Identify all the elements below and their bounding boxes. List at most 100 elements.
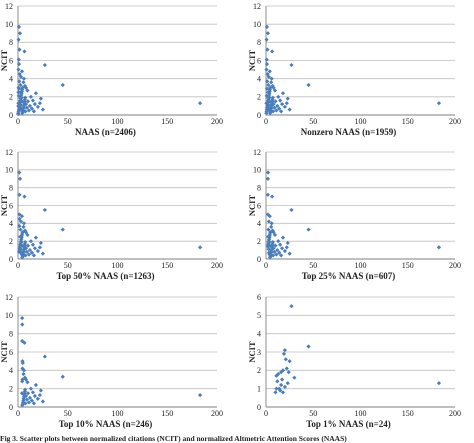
chart-5-data-point [30,390,36,395]
chart-4-data-point [270,239,275,245]
chart-4-x-axis-label: Top 25% NAAS (n=607) [302,271,396,281]
chart-5-data-point [20,322,25,327]
chart-1-xtick-label: 50 [64,117,72,126]
chart-1-data-point [22,97,27,102]
chart-4-xtick-label: 50 [309,261,317,270]
chart-4-ytick-label: 6 [257,201,261,210]
chart-1-data-point [16,109,21,114]
chart-6-ytick-label: 4 [257,329,261,338]
chart-5-data-point [21,398,26,403]
chart-1-data-point [37,101,42,106]
chart-5-data-point [31,401,37,406]
chart-3-data-point [32,246,38,251]
chart-2-ytick-label: 2 [257,93,261,102]
chart-6-data-point [279,370,284,375]
chart-2-data-point [269,106,274,111]
chart-2-ytick-label: 4 [257,74,261,83]
chart-2-data-point [278,98,283,103]
chart-1-data-point [21,102,27,108]
chart-5-data-point [24,397,30,402]
chart-1-data-point [22,83,28,89]
chart-5-data-point [19,391,25,396]
chart-4-data-point [272,232,278,238]
chart-6-xtick-label: 50 [309,409,317,418]
chart-6-data-point [287,359,292,364]
chart-4-data-point [284,245,289,250]
chart-2-data-point [269,102,274,108]
chart-4-xtick-label: 200 [449,261,461,270]
chart-6-x-axis-label: Top 1% NAAS (n=24) [306,419,391,429]
chart-4-data-point [275,247,280,253]
chart-1-data-point [23,95,28,100]
chart-2-ytick-label: 0 [257,111,261,120]
chart-2-data-point [265,31,270,36]
chart-3-ytick-label: 10 [5,166,13,175]
chart-1-data-point [22,99,27,104]
chart-6-data-point [276,371,281,377]
chart-5-data-point [42,354,47,359]
chart-6-data-point [280,390,286,395]
chart-2-data-point [270,95,275,100]
chart-3-y-axis-label: NCIT [0,195,9,217]
chart-4-data-point [266,247,271,252]
chart-1-xtick-label: 200 [211,117,223,126]
chart-5-xtick-label: 0 [16,409,20,418]
chart-5-data-point [38,388,43,393]
chart-2-data-point [264,37,269,42]
chart-2-data-point [264,86,270,91]
chart-2-data-point [269,76,274,81]
chart-1-data-point [23,85,29,90]
chart-4-data-point [270,194,275,199]
chart-6-data-point [278,388,283,393]
chart-2-data-point [264,93,269,99]
chart-6-ytick-label: 0 [257,403,261,412]
chart-3-data-point [35,248,40,254]
chart-3-xtick-label: 0 [16,261,20,270]
chart-1-data-point [26,108,32,113]
chart-4-data-point [274,252,279,257]
chart-5-data-point [22,389,27,394]
chart-6-data-point [286,370,291,375]
chart-2: 0 2 4 6 8 10 12 0 50 100 150 200 Nonzero NAAS (n=195… [247,2,461,137]
chart-1-data-point [18,82,23,88]
chart-2-data-point [274,108,279,113]
chart-4-data-point [282,248,287,254]
chart-5-y-axis-label: NCIT [0,341,9,363]
chart-6-data-point [274,386,279,391]
chart-5-data-point [21,394,27,400]
chart-3-data-point [28,239,34,244]
chart-4-data-point [436,245,442,250]
chart-4-data-point [272,249,277,254]
chart-5-data-point [27,395,33,400]
chart-2-data-point [285,96,290,101]
chart-3-xtick-label: 100 [112,261,124,270]
chart-1-ytick-label: 8 [9,38,13,47]
chart-4-data-point [269,224,274,229]
chart-1-data-point [22,49,27,54]
chart-6-data-point [284,366,289,371]
chart-6-data-point [275,379,280,384]
chart-5-data-point [60,374,65,379]
chart-1-data-point [32,102,38,107]
chart-2-xtick-label: 200 [449,117,461,126]
chart-3-data-point [20,230,25,235]
chart-6-ytick-label: 1 [257,384,261,393]
chart-5-data-point [20,359,25,364]
chart-1-data-point [31,109,37,114]
chart-2-data-point [267,69,272,74]
chart-2-data-point [266,74,271,79]
chart-6-xtick-label: 150 [402,409,414,418]
chart-3-data-point [22,194,27,199]
chart-6: 0 1 2 3 4 5 6 0 50 100 150 200 Top 1% NAAS (n=24) NCI… [247,293,461,429]
chart-1-ytick-label: 4 [9,74,13,83]
chart-3-data-point [33,235,39,240]
chart-2-data-point [436,101,442,106]
chart-5-ytick-label: 10 [5,311,13,320]
chart-6-xtick-label: 200 [449,409,461,418]
chart-3-data-point [30,242,36,247]
chart-4-ytick-label: 12 [253,148,261,157]
chart-6-data-point [279,377,285,382]
chart-1-data-point [197,101,203,106]
chart-1-data-point [25,88,30,93]
chart-1: 0 2 4 6 8 10 12 0 50 100 150 200 NAAS (n=2406) NCIT [0,2,223,137]
